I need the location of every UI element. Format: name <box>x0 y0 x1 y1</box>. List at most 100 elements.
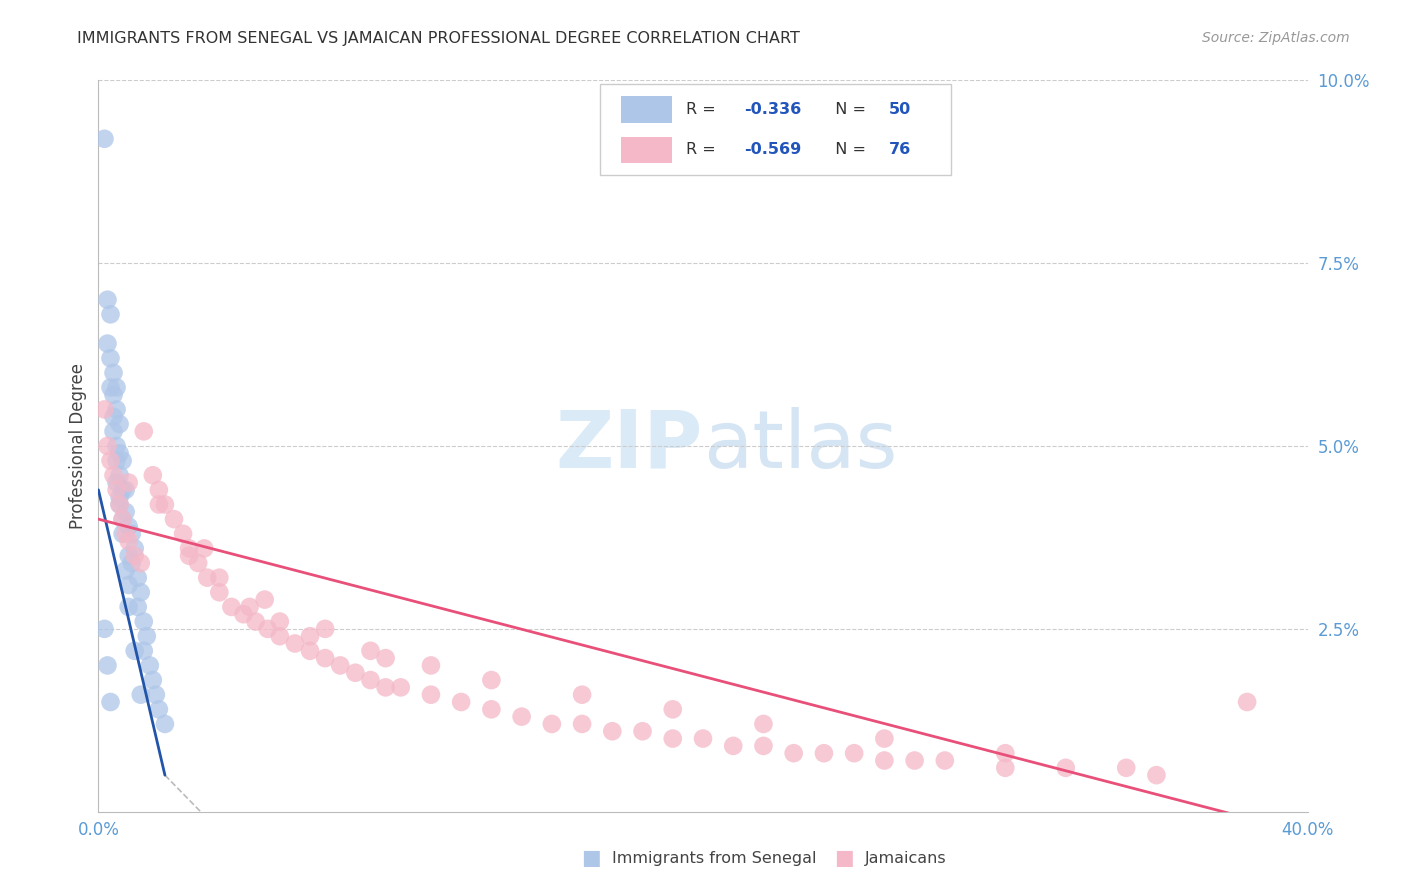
Point <box>723 739 745 753</box>
Point <box>100 351 122 366</box>
Point <box>510 709 533 723</box>
Point <box>105 402 128 417</box>
Point <box>172 526 194 541</box>
Point <box>195 571 218 585</box>
Point <box>360 673 382 687</box>
Point <box>100 307 122 321</box>
Point <box>105 439 128 453</box>
Text: 50: 50 <box>889 102 911 117</box>
Point <box>253 592 276 607</box>
Point <box>571 688 593 702</box>
Point <box>100 380 122 394</box>
Point <box>344 665 367 680</box>
Point <box>661 731 683 746</box>
Point <box>602 724 624 739</box>
Text: -0.336: -0.336 <box>744 102 801 117</box>
Point <box>118 549 141 563</box>
Point <box>153 498 176 512</box>
Point <box>132 615 155 629</box>
Point <box>96 658 118 673</box>
Point <box>934 754 956 768</box>
Point <box>121 526 143 541</box>
Point <box>105 380 128 394</box>
Point <box>118 578 141 592</box>
Point <box>299 629 322 643</box>
Point <box>103 468 125 483</box>
Point <box>813 746 835 760</box>
Text: ZIP: ZIP <box>555 407 703 485</box>
Point <box>314 622 336 636</box>
Point <box>571 717 593 731</box>
Point <box>127 599 149 614</box>
Point <box>96 336 118 351</box>
Point <box>124 541 146 556</box>
Point <box>752 739 775 753</box>
Point <box>93 132 115 146</box>
Point <box>994 746 1017 760</box>
Point <box>360 644 382 658</box>
Point <box>873 731 896 746</box>
Point <box>232 607 254 622</box>
Point <box>121 556 143 570</box>
Point <box>111 512 134 526</box>
Point <box>105 483 128 497</box>
Point <box>1054 761 1077 775</box>
Point <box>139 658 162 673</box>
Point <box>103 425 125 439</box>
Point <box>96 439 118 453</box>
Point <box>1115 761 1137 775</box>
Point <box>783 746 806 760</box>
Y-axis label: Professional Degree: Professional Degree <box>69 363 87 529</box>
Point <box>148 498 170 512</box>
Point <box>124 549 146 563</box>
Point <box>114 505 136 519</box>
Text: 76: 76 <box>889 142 911 157</box>
Point <box>904 754 927 768</box>
Point <box>108 417 131 431</box>
Point <box>208 571 231 585</box>
Text: -0.569: -0.569 <box>744 142 801 157</box>
Point <box>153 717 176 731</box>
Point <box>145 688 167 702</box>
Text: ■: ■ <box>581 848 600 868</box>
Point <box>1236 695 1258 709</box>
Text: N =: N = <box>825 102 872 117</box>
FancyBboxPatch shape <box>600 84 950 176</box>
Point <box>111 453 134 467</box>
Point <box>142 673 165 687</box>
Point <box>148 702 170 716</box>
Point <box>208 585 231 599</box>
Point <box>124 644 146 658</box>
Point <box>374 681 396 695</box>
Point <box>132 425 155 439</box>
Point <box>256 622 278 636</box>
Point <box>844 746 866 760</box>
Point <box>299 644 322 658</box>
Text: N =: N = <box>825 142 872 157</box>
Point <box>100 695 122 709</box>
Point <box>873 754 896 768</box>
Text: IMMIGRANTS FROM SENEGAL VS JAMAICAN PROFESSIONAL DEGREE CORRELATION CHART: IMMIGRANTS FROM SENEGAL VS JAMAICAN PROF… <box>77 31 800 46</box>
Point <box>93 622 115 636</box>
Point <box>1144 768 1167 782</box>
Point <box>105 475 128 490</box>
Point <box>420 688 443 702</box>
Point <box>540 717 562 731</box>
Point <box>114 526 136 541</box>
Point <box>481 702 503 716</box>
Point <box>752 717 775 731</box>
Point <box>135 629 157 643</box>
Point <box>994 761 1017 775</box>
Point <box>108 498 131 512</box>
Point <box>103 409 125 424</box>
Point <box>142 468 165 483</box>
Point <box>108 490 131 504</box>
Point <box>118 534 141 549</box>
Point <box>108 498 131 512</box>
Point <box>269 615 291 629</box>
Point <box>111 512 134 526</box>
Text: R =: R = <box>686 142 721 157</box>
Point <box>108 468 131 483</box>
Point <box>96 293 118 307</box>
Text: Immigrants from Senegal: Immigrants from Senegal <box>612 851 815 865</box>
